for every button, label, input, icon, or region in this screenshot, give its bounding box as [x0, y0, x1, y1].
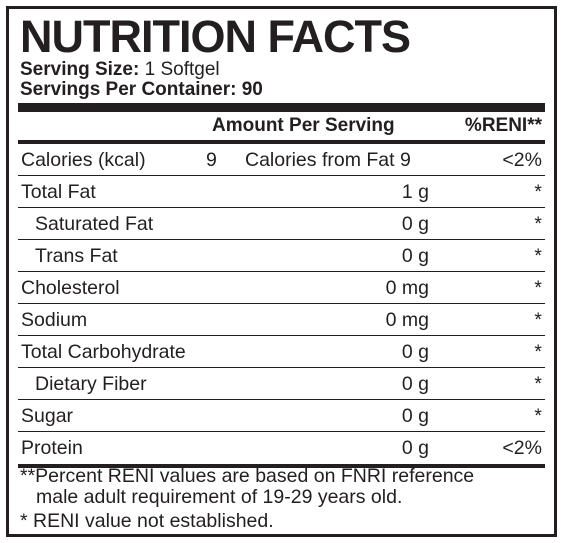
nutrient-name: Trans Fat — [35, 245, 118, 267]
nutrient-name: Sugar — [21, 405, 74, 427]
divider-thick — [18, 103, 545, 112]
nutrient-amount: 0 g — [401, 245, 429, 267]
nutrient-row: Total Fat 1 g * — [18, 176, 545, 208]
nutrient-row: Dietary Fiber 0 g * — [18, 368, 545, 400]
nutrient-amount: 0 mg — [385, 277, 429, 299]
footnote-reni-not-established: * RENI value not established. — [20, 510, 274, 532]
nutrient-amount: 0 g — [401, 341, 429, 363]
nutrient-reni-pct: * — [534, 341, 542, 363]
divider-footer — [18, 464, 545, 468]
divider-medium — [18, 140, 545, 144]
nutrient-reni-pct: * — [534, 245, 542, 267]
nutrient-amount: 0 g — [401, 437, 429, 459]
nutrient-reni-pct: * — [534, 405, 542, 427]
calories-value: 9 — [206, 149, 217, 171]
nutrient-name: Sodium — [21, 309, 88, 331]
nutrient-row: Protein 0 g <2% — [18, 432, 545, 464]
nutrient-row: Saturated Fat 0 g * — [18, 208, 545, 240]
nutrient-amount: 0 g — [401, 405, 429, 427]
nutrient-name: Total Fat — [21, 181, 96, 203]
footnote-reni-basis: **Percent RENI values are based on FNRI … — [20, 465, 475, 487]
nutrient-amount: 1 g — [401, 181, 429, 203]
calories-from-fat-label: Calories from Fat — [245, 149, 395, 171]
nutrient-row: Total Carbohydrate 0 g * — [18, 336, 545, 368]
nutrient-reni-pct: <2% — [502, 437, 542, 459]
nutrient-row: Trans Fat 0 g * — [18, 240, 545, 272]
nutrient-row: Cholesterol 0 mg * — [18, 272, 545, 304]
label-title: NUTRITION FACTS — [20, 11, 411, 62]
calories-from-fat-value: 9 — [399, 149, 411, 171]
serving-size-label: Serving Size: — [20, 59, 140, 80]
serving-size: Serving Size: 1 Softgel — [20, 60, 220, 80]
nutrient-name: Dietary Fiber — [35, 373, 147, 395]
nutrient-reni-pct: * — [534, 309, 542, 331]
nutrient-row: Sodium 0 mg * — [18, 304, 545, 336]
nutrient-reni-pct: * — [534, 213, 542, 235]
servings-per-container: Servings Per Container: 90 — [20, 80, 263, 100]
servings-per-container-label: Servings Per Container: — [20, 79, 237, 100]
nutrient-name: Total Carbohydrate — [21, 341, 186, 363]
nutrient-name: Protein — [21, 437, 83, 459]
nutrient-reni-pct: * — [534, 277, 542, 299]
nutrient-row: Sugar 0 g * — [18, 400, 545, 432]
nutrient-reni-pct: * — [534, 181, 542, 203]
calories-label: Calories (kcal) — [21, 149, 146, 171]
serving-size-value: 1 Softgel — [144, 59, 220, 80]
calories-from-fat: Calories from Fat 9 — [245, 144, 411, 176]
calories-pct: <2% — [502, 149, 542, 171]
nutrient-amount: 0 g — [401, 373, 429, 395]
nutrient-reni-pct: * — [534, 373, 542, 395]
nutrient-amount: 0 g — [401, 213, 429, 235]
nutrient-amount: 0 mg — [385, 309, 429, 331]
nutrient-name: Cholesterol — [21, 277, 120, 299]
column-header-reni: %RENI** — [464, 115, 542, 136]
column-header-amount: Amount Per Serving — [212, 115, 395, 136]
servings-per-container-value: 90 — [241, 79, 263, 100]
footnote-reni-basis-cont: male adult requirement of 19-29 years ol… — [36, 486, 403, 508]
calories-row: Calories (kcal) 9 Calories from Fat 9 <2… — [18, 144, 545, 176]
nutrient-name: Saturated Fat — [35, 213, 154, 235]
nutrition-facts-panel: NUTRITION FACTS Serving Size: 1 Softgel … — [6, 6, 557, 537]
